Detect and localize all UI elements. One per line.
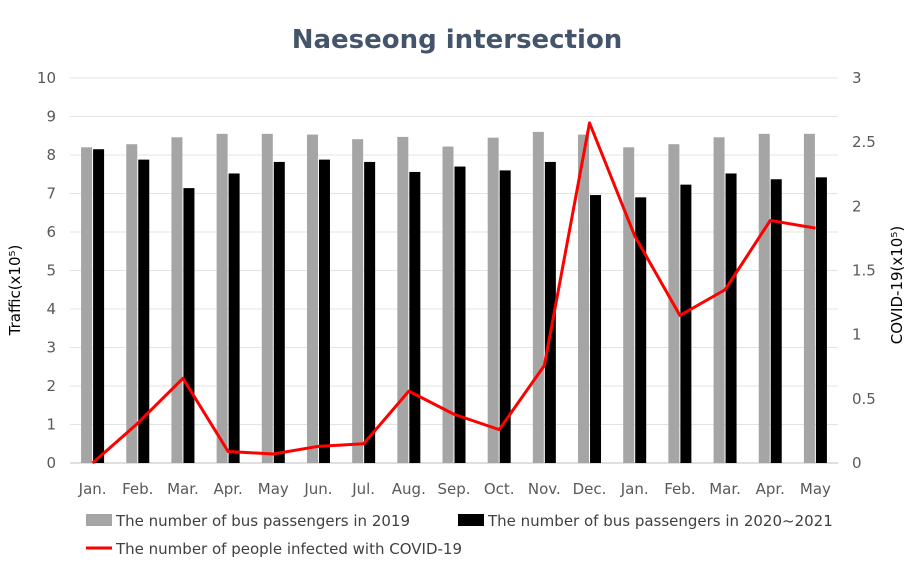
y-tick-label: 1 <box>46 416 56 434</box>
y-tick-label: 9 <box>46 108 56 126</box>
bar-2019 <box>306 134 318 463</box>
bar-2019 <box>532 131 544 463</box>
x-tick-label: Feb. <box>664 480 695 498</box>
y2-tick-labels: 0 0.5 1 1.5 2 2.5 3 <box>852 69 876 472</box>
bar-2020-2021 <box>454 166 466 464</box>
x-tick-label: Mar. <box>167 480 199 498</box>
bar-2019 <box>803 133 815 463</box>
bar-2019 <box>81 147 93 464</box>
bar-2019 <box>442 146 454 463</box>
x-tick-label: Apr. <box>213 480 242 498</box>
y-tick-label: 3 <box>46 339 56 357</box>
y-tick-labels: 0 1 2 3 4 5 6 7 8 9 10 <box>37 69 56 472</box>
y-tick-label: 7 <box>46 185 56 203</box>
bar-2019 <box>352 139 364 463</box>
x-tick-label: Jul. <box>351 480 375 498</box>
bar-2020-2021 <box>318 159 330 463</box>
bars-group <box>81 131 827 464</box>
grid-lines <box>70 77 838 464</box>
y2-axis-label: COVID-19(x10⁵) <box>888 226 906 344</box>
x-tick-label: May <box>800 480 831 498</box>
legend-swatch-2019 <box>86 514 112 526</box>
x-tick-label: May <box>258 480 289 498</box>
bar-2020-2021 <box>770 179 782 463</box>
bar-2020-2021 <box>635 197 647 463</box>
bar-2019 <box>623 147 635 464</box>
chart-title: Naeseong intersection <box>292 25 623 55</box>
bar-2019 <box>216 133 228 463</box>
legend: The number of bus passengers in 2019 The… <box>86 512 833 558</box>
bar-2020-2021 <box>590 195 602 464</box>
bar-2019 <box>126 144 138 463</box>
bar-2019 <box>487 137 499 464</box>
legend-label-covid: The number of people infected with COVID… <box>115 540 462 558</box>
bar-2020-2021 <box>544 161 556 463</box>
y-tick-label: 6 <box>46 223 56 241</box>
x-tick-label: Jan. <box>78 480 107 498</box>
y-tick-label: 10 <box>37 69 56 87</box>
bar-2020-2021 <box>725 173 737 464</box>
bar-2019 <box>713 137 725 464</box>
bar-2020-2021 <box>138 159 150 463</box>
x-tick-label: Jan. <box>620 480 649 498</box>
y2-tick-label: 0 <box>852 454 862 472</box>
y-tick-label: 5 <box>46 262 56 280</box>
bar-2020-2021 <box>815 177 827 463</box>
x-tick-label: Feb. <box>122 480 153 498</box>
x-tick-label: Apr. <box>756 480 785 498</box>
y-axis-label: Traffic(x10⁵) <box>6 245 24 337</box>
bar-2019 <box>397 136 409 463</box>
x-tick-label: Jun. <box>303 480 332 498</box>
bar-2020-2021 <box>228 173 240 464</box>
bar-2020-2021 <box>273 161 285 463</box>
legend-label-2019: The number of bus passengers in 2019 <box>115 512 410 530</box>
x-tick-label: Sep. <box>437 480 470 498</box>
bar-2019 <box>758 133 770 463</box>
x-tick-label: Aug. <box>392 480 426 498</box>
y-tick-label: 2 <box>46 377 56 395</box>
bar-2020-2021 <box>409 171 421 463</box>
bar-2020-2021 <box>364 161 376 463</box>
bar-2020-2021 <box>183 188 195 464</box>
bar-2020-2021 <box>93 149 105 463</box>
bar-2019 <box>171 137 183 464</box>
bar-2019 <box>578 134 590 463</box>
covid-line <box>91 121 816 465</box>
y2-tick-label: 1 <box>852 326 862 344</box>
bar-2020-2021 <box>680 184 692 463</box>
x-tick-label: Nov. <box>528 480 561 498</box>
line-group <box>91 121 816 465</box>
x-tick-labels: Jan. Feb. Mar. Apr. May Jun. Jul. Aug. Sep. Oct. N… <box>78 480 831 498</box>
y-tick-label: 8 <box>46 146 56 164</box>
x-tick-label: Oct. <box>484 480 515 498</box>
y-tick-label: 0 <box>46 454 56 472</box>
y2-tick-label: 3 <box>852 69 862 87</box>
legend-swatch-2020-2021 <box>458 514 484 526</box>
y2-tick-label: 2 <box>852 197 862 215</box>
x-tick-label: Dec. <box>573 480 607 498</box>
y2-tick-label: 0.5 <box>852 390 876 408</box>
legend-label-2020-2021: The number of bus passengers in 2020~202… <box>487 512 833 530</box>
bar-2020-2021 <box>499 170 511 463</box>
y-tick-label: 4 <box>46 300 56 318</box>
y2-tick-label: 2.5 <box>852 133 876 151</box>
y2-tick-label: 1.5 <box>852 262 876 280</box>
x-tick-label: Mar. <box>709 480 741 498</box>
bar-2019 <box>261 133 273 463</box>
